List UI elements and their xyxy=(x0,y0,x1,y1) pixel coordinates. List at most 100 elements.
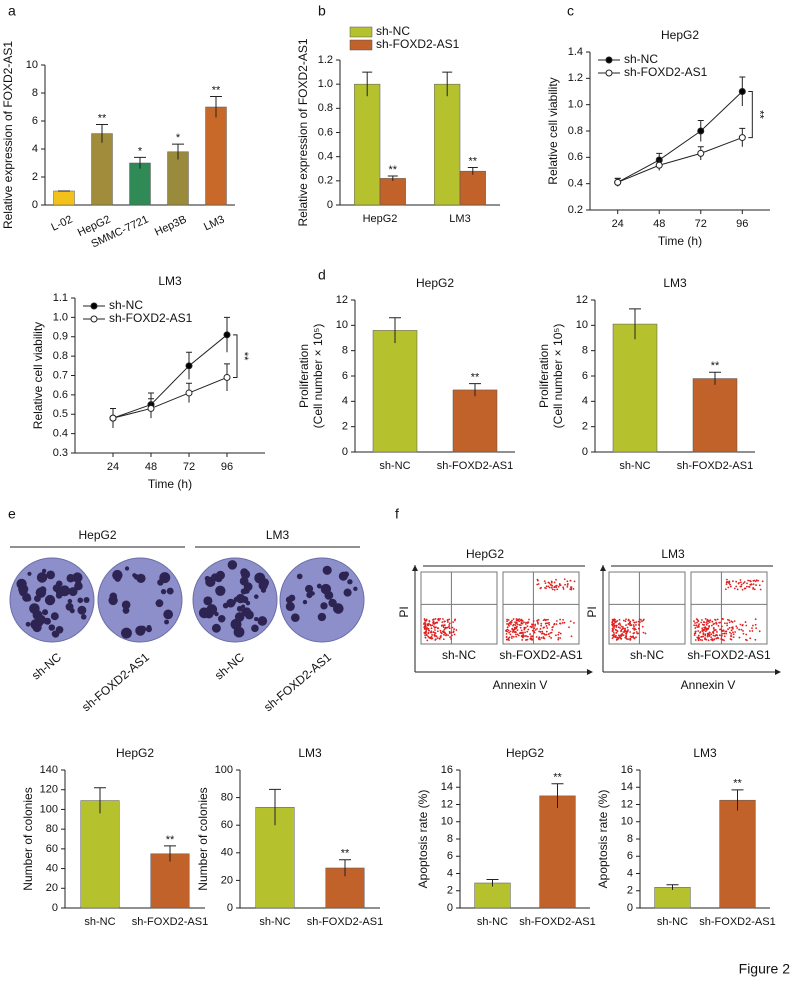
event-dot xyxy=(543,637,546,640)
colony xyxy=(239,576,249,586)
x-tick-label: 72 xyxy=(695,218,707,230)
event-dot xyxy=(506,620,508,623)
event-dot xyxy=(704,630,707,633)
event-dot xyxy=(428,629,430,632)
colony xyxy=(353,586,358,592)
colony xyxy=(22,592,31,602)
event-dot xyxy=(694,639,697,641)
event-dot xyxy=(739,581,742,584)
event-dot xyxy=(553,581,556,584)
y-tick-label: 2 xyxy=(582,421,588,433)
line xyxy=(617,91,743,183)
event-dot xyxy=(518,618,521,621)
colony xyxy=(121,600,131,610)
bar xyxy=(53,190,75,206)
event-dot xyxy=(743,587,746,590)
event-dot xyxy=(515,622,517,625)
event-dot xyxy=(728,626,731,629)
event-dot xyxy=(551,588,554,591)
event-dot xyxy=(640,618,642,621)
event-dot xyxy=(516,623,519,626)
x-tick-label: sh-FOXD2-AS1 xyxy=(699,916,775,928)
event-dot xyxy=(705,621,708,624)
event-dot xyxy=(438,637,441,640)
event-dot xyxy=(514,621,517,624)
event-dot xyxy=(725,583,728,585)
event-dot xyxy=(507,619,510,621)
legend-label: sh-NC xyxy=(624,52,658,66)
colony xyxy=(50,612,59,621)
y-tick-label: 6 xyxy=(447,850,453,862)
event-dot xyxy=(716,634,719,637)
event-dot xyxy=(729,635,732,637)
event-dot xyxy=(707,639,710,642)
event-dot xyxy=(427,632,430,635)
event-dot xyxy=(693,620,695,623)
flow-label: sh-FOXD2-AS1 xyxy=(499,648,583,662)
event-dot xyxy=(736,627,739,629)
event-dot xyxy=(534,629,537,631)
event-dot xyxy=(526,630,529,633)
event-dot xyxy=(542,627,545,629)
event-dot xyxy=(544,586,546,589)
event-dot xyxy=(615,631,618,634)
y-tick-label: 6 xyxy=(32,115,38,127)
event-dot xyxy=(696,636,699,639)
colony xyxy=(215,585,226,596)
event-dot xyxy=(545,625,548,627)
event-dot xyxy=(527,628,530,631)
event-dot xyxy=(704,634,707,637)
event-dot xyxy=(741,588,744,591)
event-dot xyxy=(563,578,566,581)
event-dot xyxy=(740,585,743,588)
event-dot xyxy=(621,628,623,631)
y-axis-label: Number of colonies xyxy=(21,787,35,890)
event-dot xyxy=(722,618,724,620)
event-dot xyxy=(513,626,516,629)
event-dot xyxy=(627,619,630,622)
event-dot xyxy=(697,634,700,637)
dish-label: sh-NC xyxy=(29,650,64,683)
legend-label: sh-NC xyxy=(376,24,410,38)
y-tick-label: 10 xyxy=(621,816,633,828)
event-dot xyxy=(715,621,718,624)
y-tick-label: 0.6 xyxy=(53,389,68,401)
event-dot xyxy=(706,635,709,638)
event-dot xyxy=(620,633,623,636)
event-dot xyxy=(511,635,513,638)
colony xyxy=(204,575,211,582)
event-dot xyxy=(520,622,523,625)
event-dot xyxy=(455,629,458,631)
event-dot xyxy=(754,638,757,641)
panel-label: d xyxy=(318,267,326,283)
event-dot xyxy=(507,623,510,626)
event-dot xyxy=(564,583,567,586)
event-dot xyxy=(703,621,706,624)
event-dot xyxy=(747,579,750,582)
significance-label: ** xyxy=(238,352,250,361)
error-bar xyxy=(269,788,281,826)
event-dot xyxy=(570,587,573,589)
event-dot xyxy=(561,621,564,624)
event-dot xyxy=(546,627,549,629)
event-dot xyxy=(711,638,714,640)
event-dot xyxy=(635,624,637,626)
event-dot xyxy=(735,585,738,588)
event-dot xyxy=(745,633,748,636)
y-tick-label: 0.8 xyxy=(53,350,68,362)
flow-plot xyxy=(608,571,686,645)
legend-swatch xyxy=(349,39,373,51)
event-dot xyxy=(528,618,530,621)
event-dot xyxy=(695,624,697,627)
y-axis-label: Number of colonies xyxy=(196,787,210,890)
event-dot xyxy=(553,588,556,591)
event-dot xyxy=(720,637,723,640)
y-tick-label: 0.7 xyxy=(53,369,68,381)
y-tick-label: 1.0 xyxy=(568,99,583,111)
event-dot xyxy=(550,581,553,584)
x-tick-label: 96 xyxy=(221,461,233,473)
colony xyxy=(347,579,353,585)
y-tick-label: 0 xyxy=(627,902,633,914)
chart-title: HepG2 xyxy=(416,276,454,290)
event-dot xyxy=(446,619,449,621)
